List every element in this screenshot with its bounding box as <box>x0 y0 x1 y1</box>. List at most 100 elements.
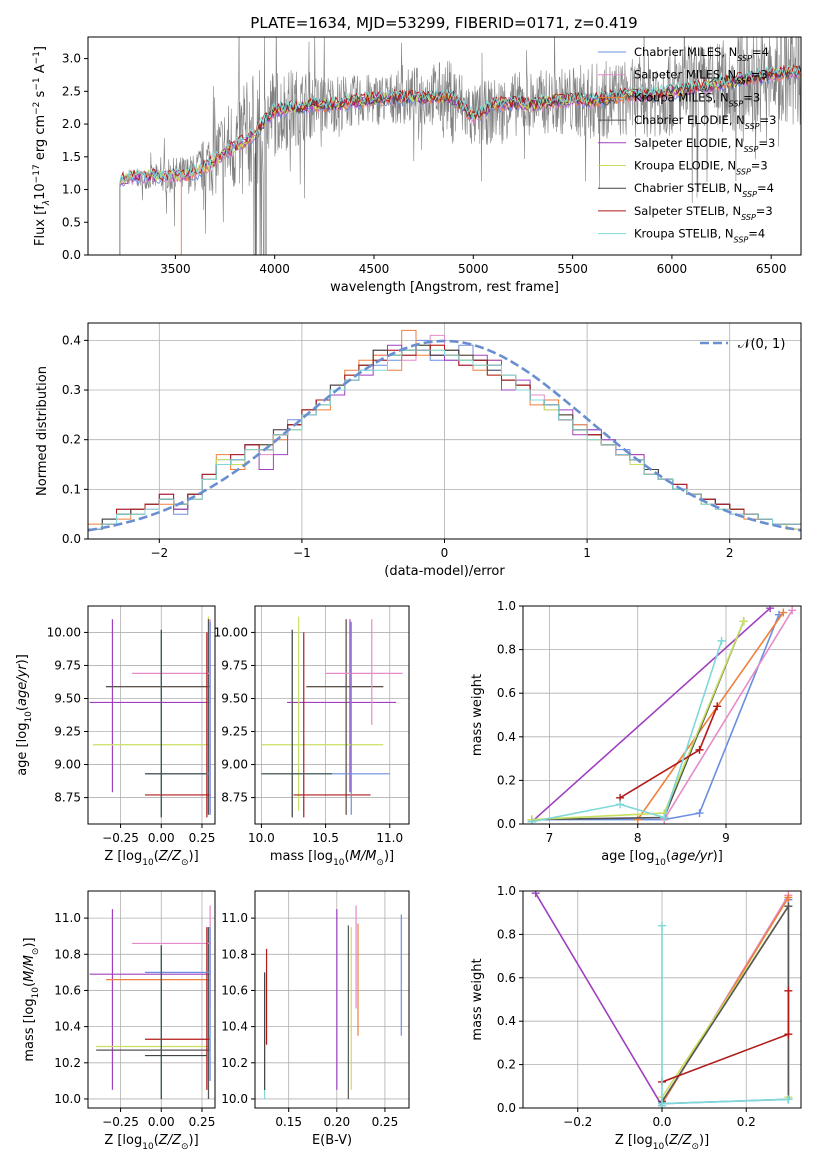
series-marker <box>784 893 793 902</box>
x-tick-label: −0.25 <box>102 1115 139 1129</box>
y-tick-label: 0.2 <box>62 433 81 447</box>
legend-entry-1: Chabrier MILES, NSSP=4 <box>598 45 769 63</box>
x-tick-label: 0.25 <box>372 1115 399 1129</box>
y-axis-label-age_vs_Z: age [log10(age/yr)] <box>15 654 34 776</box>
series-marker <box>717 636 726 645</box>
x-tick-label: 10.0 <box>248 831 275 845</box>
y-tick-label: 0.8 <box>497 643 516 657</box>
series-line <box>531 640 723 823</box>
axes-massweight_vs_age <box>523 605 801 825</box>
plot-area-massweight_vs_age <box>527 606 797 824</box>
plot-area-age_vs_mass <box>261 616 403 818</box>
axes-front-age_vs_Z: −0.25 0.00 0.25 8.75 9.00 9.25 9.50 9.75 10.00 <box>47 605 216 845</box>
errorbar-point-7 <box>332 621 390 815</box>
x-tick-label: 0.0 <box>652 1115 671 1129</box>
y-axis-label-massweight_vs_age: mass weight <box>470 674 485 756</box>
axes-mass_vs_Z <box>88 891 215 1108</box>
x-tick-label: 0.25 <box>189 1115 216 1129</box>
axes-front-age_vs_mass: 10.0 10.5 11.0 8.75 9.00 9.25 9.50 9.75 10.00 <box>214 605 410 845</box>
y-tick-label: 1.0 <box>62 183 81 197</box>
y-tick-label: 1.5 <box>62 150 81 164</box>
errorbar-point-4 <box>306 619 384 815</box>
y-tick-label: 10.6 <box>54 983 81 997</box>
axes-massweight_vs_Z <box>523 890 801 1109</box>
y-tick-label: 0.0 <box>62 248 81 262</box>
series-line <box>531 614 780 821</box>
legend-label: Kroupa STELIB, NSSP=4 <box>634 227 765 245</box>
legend-label: Salpeter MILES, NSSP=3 <box>634 68 768 86</box>
y-tick-label: 0.3 <box>62 383 81 397</box>
x-tick-label: 0 <box>441 546 449 560</box>
y-tick-label: 0.0 <box>62 532 81 546</box>
series-marker <box>660 813 669 822</box>
y-tick-label: 0.4 <box>497 730 516 744</box>
x-tick-label: 0.15 <box>275 1115 302 1129</box>
x-tick-label: −1 <box>293 546 311 560</box>
legend-label: Salpeter ELODIE, NSSP=3 <box>634 136 775 154</box>
legend-label: 𝒩(0, 1) <box>738 337 785 352</box>
figure-title: PLATE=1634, MJD=53299, FIBERID=0171, z=0… <box>250 14 637 32</box>
y-tick-label: 8.75 <box>54 791 81 805</box>
normal-curve <box>88 339 801 532</box>
y-tick-label: 10.00 <box>214 625 248 639</box>
y-axis-label-massweight_vs_Z: mass weight <box>470 958 485 1040</box>
y-tick-label: 10.2 <box>221 1056 248 1070</box>
series-marker <box>713 702 722 711</box>
y-tick-label: 9.00 <box>54 758 81 772</box>
plot-area-residuals <box>88 329 801 532</box>
series-line <box>534 892 663 1107</box>
x-tick-label: 0.25 <box>189 831 216 845</box>
series-marker <box>616 800 625 809</box>
axes-frame <box>254 890 410 1109</box>
x-tick-label: 7 <box>546 831 554 845</box>
x-tick-label: 0.20 <box>323 1115 350 1129</box>
y-tick-label: 0.4 <box>497 1014 516 1028</box>
errorbar-point-2 <box>261 616 384 811</box>
legend-label: Chabrier ELODIE, NSSP=3 <box>634 113 776 131</box>
series-marker <box>695 745 704 754</box>
y-tick-label: 10.4 <box>54 1020 81 1034</box>
legend-entry-7: Chabrier STELIB, NSSP=4 <box>598 181 774 199</box>
axes-front-residuals: −2 −1 0 1 2 0.0 0.1 0.2 0.3 0.4 <box>62 322 802 560</box>
axes-age_vs_Z <box>88 606 215 824</box>
y-tick-label: 0.8 <box>497 927 516 941</box>
series-marker <box>788 606 797 615</box>
series-marker <box>739 617 748 626</box>
y-tick-label: 0.6 <box>497 686 516 700</box>
y-tick-label: 10.2 <box>54 1056 81 1070</box>
legend-entry-4: Chabrier ELODIE, NSSP=3 <box>598 113 776 131</box>
x-tick-label: 2 <box>726 546 734 560</box>
plot-area-age_vs_Z <box>89 616 211 818</box>
series-marker <box>658 921 666 930</box>
x-tick-label: 0.00 <box>148 831 175 845</box>
axes-front-massweight_vs_Z: −0.2 0.0 0.2 0.0 0.2 0.4 0.6 0.8 1.0 <box>497 884 802 1129</box>
y-tick-label: 9.25 <box>221 725 248 739</box>
y-tick-label: 0.0 <box>497 1101 516 1115</box>
legend-label: Salpeter STELIB, NSSP=3 <box>634 204 773 222</box>
errorbar-point-5 <box>325 619 403 725</box>
y-tick-label: 0.1 <box>62 482 81 496</box>
x-tick-label: 4500 <box>359 262 390 276</box>
y-tick-label: 0.6 <box>497 971 516 985</box>
y-tick-label: 2.0 <box>62 117 81 131</box>
y-tick-label: 0.2 <box>497 773 516 787</box>
legend-entry-normal: 𝒩(0, 1) <box>700 337 785 352</box>
errorbar-point-9 <box>144 945 207 1099</box>
series-line <box>663 609 793 821</box>
x-tick-label: 11.0 <box>376 831 403 845</box>
axes-front-mass_vs_EBV: 0.15 0.20 0.25 10.0 10.2 10.4 10.6 10.8 11.0 <box>221 890 410 1129</box>
x-tick-label: 6000 <box>657 262 688 276</box>
y-tick-label: 11.0 <box>221 911 248 925</box>
y-tick-label: 9.75 <box>221 658 248 672</box>
errorbar-point-6 <box>293 632 371 818</box>
y-tick-label: 0.0 <box>497 817 516 831</box>
model-line-8 <box>119 63 801 255</box>
x-tick-label: 4000 <box>259 262 290 276</box>
x-axis-label-residuals: (data-model)/error <box>384 564 505 579</box>
y-tick-label: 0.4 <box>62 333 81 347</box>
axes-mass_vs_EBV <box>255 891 409 1108</box>
y-tick-label: 9.50 <box>221 691 248 705</box>
axes-front-spectrum: 3500 4000 4500 5000 5500 6000 6500 0.0 0.5 1.0 1.5… <box>62 36 802 276</box>
y-tick-label: 9.50 <box>54 691 81 705</box>
y-tick-label: 10.0 <box>221 1092 248 1106</box>
